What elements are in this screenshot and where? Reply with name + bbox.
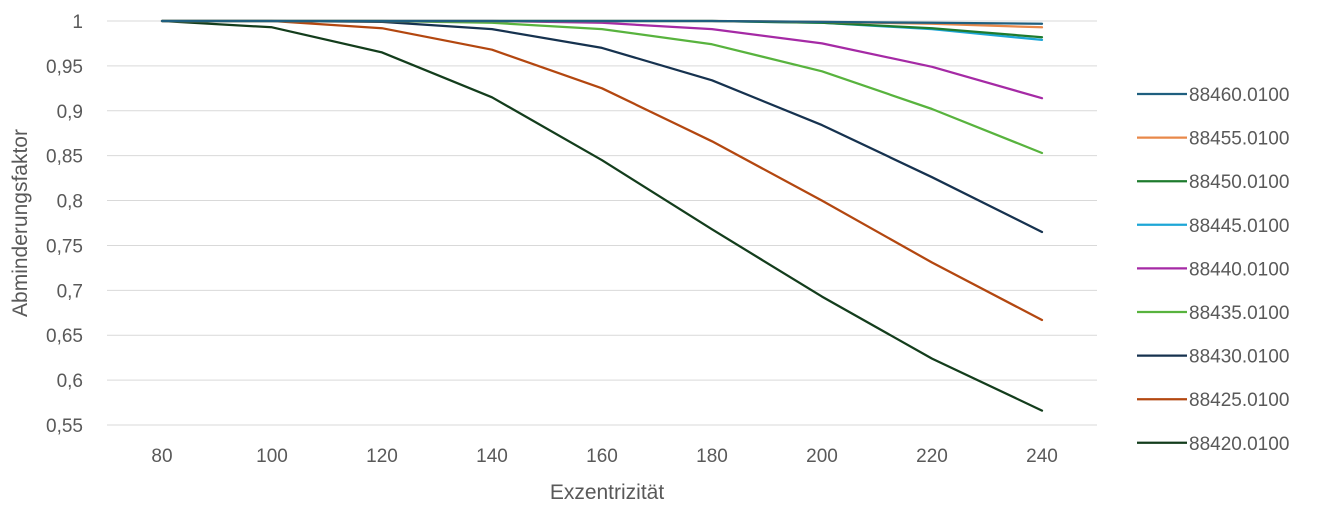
legend-item: 88455.0100 (1137, 129, 1289, 150)
y-axis-ticks: 0,55 0,6 0,65 0,7 0,75 0,8 0,85 0,9 0,95 1 (46, 12, 83, 437)
legend-item: 88445.0100 (1137, 216, 1289, 237)
legend-label: 88455.0100 (1189, 129, 1289, 150)
y-tick-label: 1 (72, 12, 83, 33)
x-tick-label: 100 (256, 446, 288, 467)
series-line-88460.0100 (160, 19, 1044, 25)
legend-item: 88420.0100 (1137, 434, 1289, 455)
x-tick-label: 220 (916, 446, 948, 467)
y-tick-label: 0,65 (46, 326, 83, 347)
legend-label: 88430.0100 (1189, 347, 1289, 368)
x-tick-label: 140 (476, 446, 508, 467)
y-tick-label: 0,95 (46, 57, 83, 78)
legend-item: 88425.0100 (1137, 390, 1289, 411)
legend-item: 88430.0100 (1137, 347, 1289, 368)
legend: 88460.0100 88455.0100 88450.0100 88445.0100… (1137, 85, 1289, 455)
x-tick-label: 180 (696, 446, 728, 467)
gridlines (107, 20, 1097, 426)
legend-label: 88450.0100 (1189, 172, 1289, 193)
y-tick-label: 0,75 (46, 236, 83, 257)
y-tick-label: 0,55 (46, 416, 83, 437)
legend-item: 88450.0100 (1137, 172, 1289, 193)
y-tick-label: 0,8 (57, 192, 83, 213)
legend-item: 88435.0100 (1137, 303, 1289, 324)
x-tick-label: 240 (1026, 446, 1058, 467)
x-tick-label: 120 (366, 446, 398, 467)
legend-item: 88440.0100 (1137, 259, 1289, 280)
legend-label: 88425.0100 (1189, 390, 1289, 411)
y-tick-label: 0,9 (57, 102, 83, 123)
x-tick-label: 200 (806, 446, 838, 467)
x-tick-label: 160 (586, 446, 618, 467)
series-line-88435.0100 (160, 19, 1044, 155)
legend-label: 88435.0100 (1189, 303, 1289, 324)
legend-label: 88445.0100 (1189, 216, 1289, 237)
y-tick-label: 0,7 (57, 281, 83, 302)
legend-label: 88420.0100 (1189, 434, 1289, 455)
legend-label: 88460.0100 (1189, 85, 1289, 106)
legend-item: 88460.0100 (1137, 85, 1289, 106)
legend-label: 88440.0100 (1189, 259, 1289, 280)
y-axis-title: Abminderungsfaktor (9, 129, 32, 317)
x-tick-label: 80 (151, 446, 172, 467)
x-axis-title: Exzentrizität (550, 481, 665, 504)
y-tick-label: 0,6 (57, 371, 83, 392)
y-tick-label: 0,85 (46, 147, 83, 168)
x-axis-ticks: 80 100 120 140 160 180 200 220 240 (151, 446, 1057, 467)
series-line-88420.0100 (160, 19, 1044, 412)
series-line-88425.0100 (160, 19, 1044, 322)
series-lines (160, 19, 1044, 412)
